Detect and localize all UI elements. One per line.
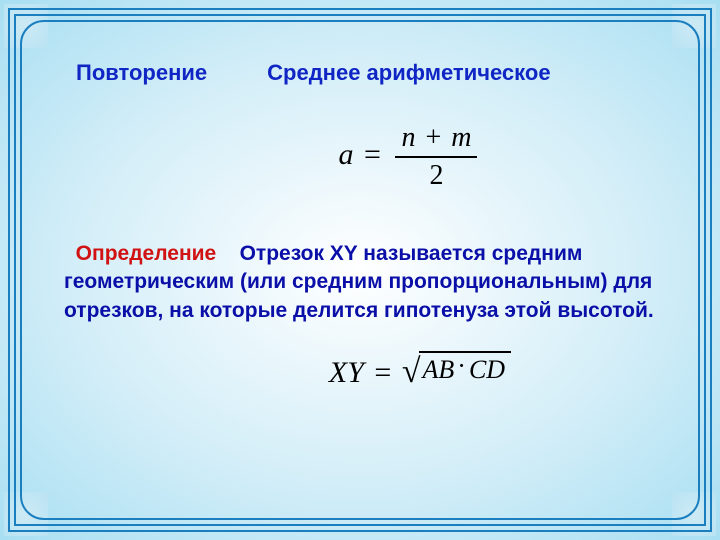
- geom-dot: ·: [454, 351, 469, 380]
- mean-fraction: n + m 2: [395, 122, 477, 192]
- geom-ab: AB: [423, 355, 455, 384]
- header-right: Среднее арифметическое: [267, 60, 550, 86]
- geom-sqrt: √ AB·CD: [402, 351, 511, 385]
- header-row: Повторение Среднее арифметическое: [58, 60, 662, 86]
- definition-label: Определение: [76, 242, 217, 265]
- geom-eq: =: [371, 356, 394, 389]
- definition-block: Определение Отрезок XY называется средни…: [58, 240, 662, 325]
- formula-arithmetic-mean: a = n + m 2: [58, 122, 662, 192]
- mean-lhs: a: [339, 138, 354, 171]
- header-left: Повторение: [76, 60, 207, 86]
- mean-plus: +: [422, 122, 444, 153]
- formula-geometric-mean: XY = √ AB·CD: [58, 351, 662, 390]
- mean-den: 2: [395, 158, 477, 192]
- geom-cd: CD: [469, 355, 505, 384]
- slide-content: Повторение Среднее арифметическое a = n …: [30, 30, 690, 510]
- geom-lhs: XY: [329, 356, 364, 389]
- mean-num-m: m: [451, 122, 471, 153]
- mean-eq: =: [361, 138, 384, 171]
- mean-num-n: n: [401, 122, 415, 153]
